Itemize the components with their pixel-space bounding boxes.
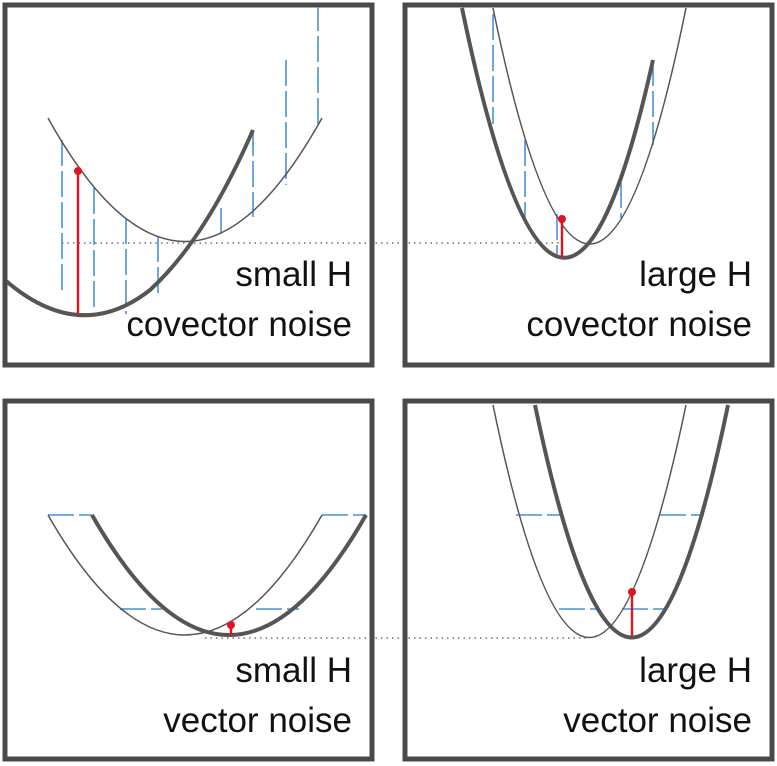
panel-title: small H bbox=[235, 651, 352, 690]
panel-label-bottom-right: large H vector noise bbox=[560, 648, 755, 743]
panel-frame-top-right bbox=[402, 2, 775, 368]
panel-subtitle: covector noise bbox=[126, 305, 352, 344]
panel-large-h-vector bbox=[492, 404, 730, 640]
noisy-parabola bbox=[492, 404, 687, 638]
true-parabola bbox=[460, 7, 655, 260]
panel-large-h-covector bbox=[460, 7, 687, 260]
true-parabola bbox=[7, 129, 255, 318]
panel-small-h-vector bbox=[47, 514, 368, 637]
panel-title: large H bbox=[639, 651, 752, 690]
noisy-parabola bbox=[492, 7, 687, 245]
noisy-parabola bbox=[47, 117, 323, 243]
panel-label-bottom-left: small H vector noise bbox=[160, 648, 355, 743]
vector-noise-segments bbox=[48, 514, 366, 610]
noisy-parabola bbox=[47, 514, 323, 636]
panel-label-top-left: small H covector noise bbox=[123, 252, 355, 347]
panel-subtitle: vector noise bbox=[163, 701, 352, 740]
panel-title: small H bbox=[235, 255, 352, 294]
covector-noise-segments bbox=[492, 14, 654, 258]
panel-label-top-right: large H covector noise bbox=[523, 252, 755, 347]
highlight-point bbox=[628, 588, 636, 596]
panel-subtitle: vector noise bbox=[563, 701, 752, 740]
true-parabola bbox=[90, 514, 368, 637]
true-parabola bbox=[533, 404, 730, 640]
vector-noise-segments bbox=[516, 514, 704, 610]
panel-frame-top-left bbox=[2, 2, 375, 368]
panel-small-h-covector bbox=[7, 7, 323, 318]
highlight-point bbox=[558, 215, 566, 223]
panel-frame-bottom-left bbox=[2, 398, 375, 762]
panel-frame-bottom-right bbox=[402, 398, 775, 762]
highlight-point bbox=[227, 621, 235, 629]
panel-title: large H bbox=[639, 255, 752, 294]
highlight-point bbox=[74, 167, 82, 175]
panel-subtitle: covector noise bbox=[526, 305, 752, 344]
